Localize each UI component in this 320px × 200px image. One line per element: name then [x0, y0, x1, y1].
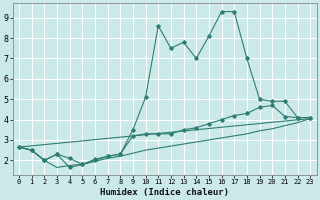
- X-axis label: Humidex (Indice chaleur): Humidex (Indice chaleur): [100, 188, 229, 197]
